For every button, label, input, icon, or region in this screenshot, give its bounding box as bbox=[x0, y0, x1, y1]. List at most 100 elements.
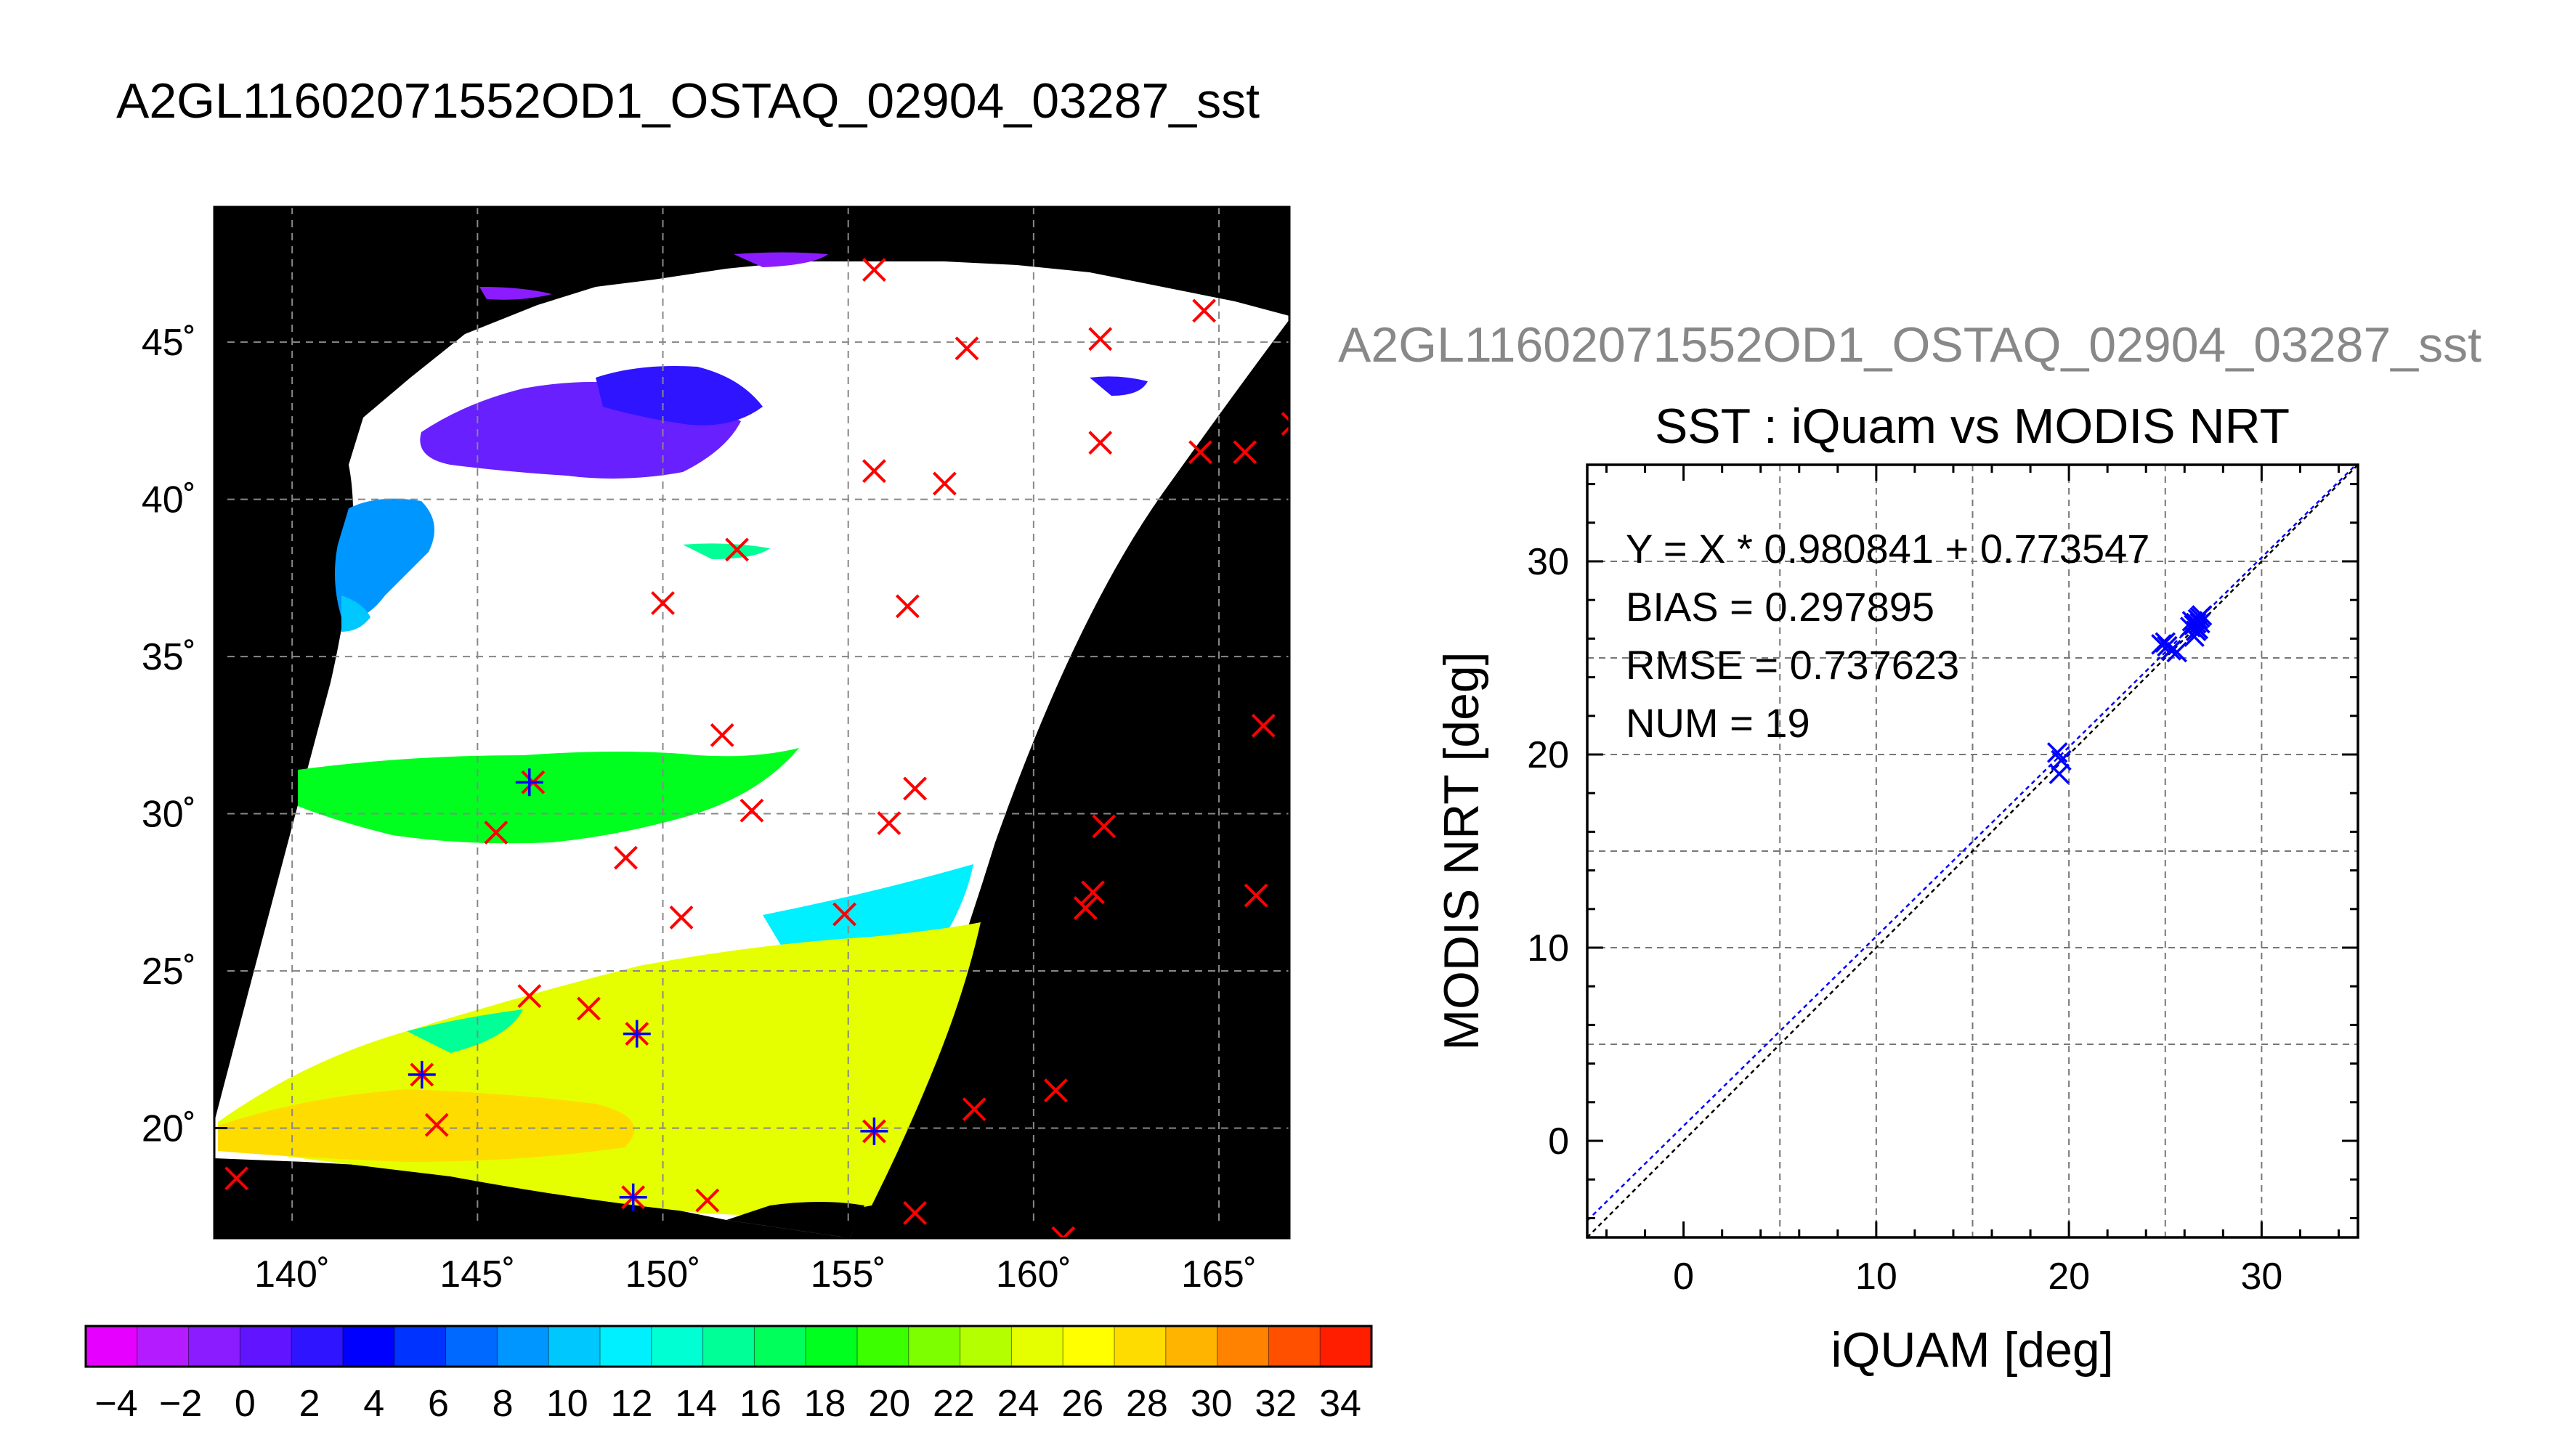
y-tick-labels: 0 10 20 30 bbox=[1527, 541, 1569, 1163]
scatter-point bbox=[2189, 606, 2210, 628]
colorbar-cell bbox=[1268, 1326, 1321, 1367]
colorbar-cell bbox=[702, 1326, 755, 1367]
cloud-masked-swath bbox=[214, 261, 1289, 1238]
matchup-marker bbox=[623, 1020, 651, 1048]
colorbar-label: 0 bbox=[235, 1383, 256, 1425]
main-title: A2GL11602071552OD1_OSTAQ_02904_03287_sst bbox=[116, 73, 1260, 129]
colorbar-label: 6 bbox=[428, 1383, 449, 1425]
scatter-points bbox=[2046, 605, 2213, 784]
insitu-marker bbox=[1244, 883, 1268, 908]
x-axis-label: iQUAM [deg] bbox=[1831, 1322, 2113, 1378]
insitu-marker bbox=[725, 537, 750, 562]
map-frame bbox=[213, 206, 1291, 1240]
lat-tick-label: 45˚ bbox=[142, 322, 196, 364]
colorbar-label: 22 bbox=[933, 1383, 975, 1425]
insitu-marker bbox=[1251, 713, 1276, 738]
sst-patch-green bbox=[298, 748, 799, 844]
scatter-title: SST : iQuam vs MODIS NRT bbox=[1655, 399, 2290, 454]
y-axis-label: MODIS NRT [deg] bbox=[1434, 651, 1489, 1050]
colorbar-cell bbox=[445, 1326, 498, 1367]
colorbar-cell bbox=[600, 1326, 652, 1367]
colorbar-label: 14 bbox=[675, 1383, 717, 1425]
scatter-point bbox=[2166, 641, 2187, 663]
colorbar-label: −4 bbox=[94, 1383, 137, 1425]
matchup-marker bbox=[619, 1183, 647, 1211]
colorbar-label: 26 bbox=[1061, 1383, 1103, 1425]
insitu-marker bbox=[739, 798, 764, 823]
colorbar-cell bbox=[1011, 1326, 1063, 1367]
plot-frame bbox=[1586, 463, 2359, 1239]
stats-line: RMSE = 0.737623 bbox=[1626, 642, 1959, 688]
insitu-marker bbox=[832, 902, 857, 927]
insitu-marker bbox=[517, 984, 542, 1009]
stats-block: Y = X * 0.980841 + 0.773547 BIAS = 0.2978… bbox=[1626, 526, 2149, 746]
scatter-point bbox=[2151, 634, 2172, 655]
colorbar-label: 20 bbox=[868, 1383, 910, 1425]
lon-tick-label: 145˚ bbox=[439, 1253, 515, 1296]
matchup-marker bbox=[860, 1117, 888, 1145]
y-tick-label: 0 bbox=[1548, 1121, 1569, 1163]
identity-line bbox=[1587, 465, 2358, 1237]
insitu-marker bbox=[877, 811, 901, 835]
x-tick-label: 30 bbox=[2240, 1256, 2282, 1298]
colorbar-cell bbox=[857, 1326, 909, 1367]
sst-patch-north bbox=[734, 252, 828, 267]
insitu-marker bbox=[1188, 440, 1212, 465]
colorbar-label: 2 bbox=[299, 1383, 320, 1425]
y-tick-label: 10 bbox=[1527, 927, 1569, 969]
colorbar-cell bbox=[137, 1326, 190, 1367]
sst-patch-cold-2 bbox=[596, 366, 763, 426]
insitu-marker bbox=[710, 723, 734, 747]
colorbar-label: 18 bbox=[804, 1383, 846, 1425]
colorbar-label: 34 bbox=[1319, 1383, 1361, 1425]
colorbar-cell bbox=[1165, 1326, 1218, 1367]
map-content bbox=[214, 207, 1289, 1238]
colorbar-label: 4 bbox=[363, 1383, 384, 1425]
lon-tick-label: 165˚ bbox=[1181, 1253, 1257, 1296]
colorbar-cell bbox=[240, 1326, 292, 1367]
sst-patch-coastal-2 bbox=[341, 595, 370, 632]
insitu-marker bbox=[224, 1166, 249, 1191]
lon-tick-label: 140˚ bbox=[254, 1253, 330, 1296]
colorbar-label: 24 bbox=[997, 1383, 1040, 1425]
colorbar-cell bbox=[497, 1326, 549, 1367]
colorbar-cell bbox=[1114, 1326, 1167, 1367]
insitu-marker bbox=[577, 996, 601, 1021]
insitu-marker bbox=[614, 845, 638, 870]
colorbar-cell bbox=[806, 1326, 858, 1367]
insitu-marker bbox=[895, 594, 920, 619]
x-tick-labels: 0 10 20 30 bbox=[1673, 1256, 2282, 1298]
colorbar-cell bbox=[1217, 1326, 1269, 1367]
lat-tick-label: 35˚ bbox=[142, 636, 196, 678]
sst-patch-hot bbox=[218, 1089, 635, 1162]
lat-tick-label: 25˚ bbox=[142, 951, 196, 993]
lat-tick-label: 20˚ bbox=[142, 1107, 196, 1150]
insitu-marker bbox=[862, 258, 886, 282]
scatter-point bbox=[2051, 749, 2072, 771]
insitu-marker bbox=[903, 1200, 927, 1225]
insitu-marker bbox=[1044, 1078, 1068, 1102]
colorbar-cell bbox=[960, 1326, 1012, 1367]
lat-tick-labels: 45˚ 40˚ 35˚ 30˚ 25˚ 20˚ bbox=[142, 322, 196, 1150]
scatter-plot: SST : iQuam vs MODIS NRT 0 10 20 30 0 10 20 30… bbox=[1434, 399, 2359, 1378]
colorbar-frame bbox=[84, 1325, 1373, 1368]
x-tick-label: 10 bbox=[1855, 1256, 1897, 1298]
insitu-marker bbox=[955, 336, 979, 361]
colorbar-label: 32 bbox=[1255, 1383, 1297, 1425]
insitu-marker bbox=[1233, 440, 1257, 465]
sst-patch-north-2 bbox=[479, 287, 552, 300]
plot-ticks bbox=[1587, 465, 2358, 1237]
y-tick-label: 20 bbox=[1527, 734, 1569, 776]
sst-map: 140˚ 145˚ 150˚ 155˚ 160˚ 165˚ 45˚ 40˚ 35˚ 30˚ 25˚… bbox=[142, 206, 1291, 1296]
lon-tick-label: 160˚ bbox=[996, 1253, 1071, 1296]
insitu-marker bbox=[1281, 412, 1289, 436]
stats-line: NUM = 19 bbox=[1626, 700, 1810, 746]
colorbar-label: 28 bbox=[1126, 1383, 1168, 1425]
insitu-marker bbox=[1073, 896, 1098, 920]
swath-edge bbox=[726, 1202, 864, 1238]
colorbar-cell bbox=[86, 1326, 138, 1367]
scatter-point bbox=[2160, 640, 2181, 661]
colorbar-label: 16 bbox=[739, 1383, 782, 1425]
